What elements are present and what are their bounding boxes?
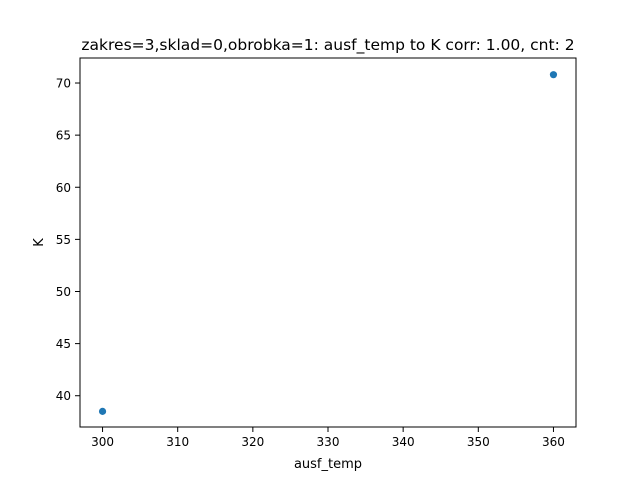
x-tick-label: 310 [166,435,189,449]
y-tick-label: 65 [56,129,71,143]
y-tick-label: 45 [56,337,71,351]
x-tick-label: 320 [241,435,264,449]
y-axis-label: K [32,238,47,247]
chart-title: zakres=3,sklad=0,obrobka=1: ausf_temp to… [81,36,574,55]
y-tick-label: 70 [56,77,71,91]
data-point [98,407,107,415]
x-axis-label: ausf_temp [294,457,362,472]
y-tick-label: 50 [56,285,71,299]
x-tick-label: 350 [467,435,490,449]
y-tick-label: 55 [56,233,71,247]
x-tick-label: 360 [542,435,565,449]
x-axis: 300 310 320 330 340 350 360 [91,427,565,449]
y-tick-label: 40 [56,389,71,403]
x-tick-label: 300 [91,435,114,449]
x-tick-label: 330 [317,435,340,449]
plot-frame [79,57,577,428]
data-point [549,71,558,79]
y-tick-label: 60 [56,181,71,195]
data-points [98,71,558,415]
y-axis: 40 45 50 55 60 65 70 [56,77,80,403]
x-tick-label: 340 [392,435,415,449]
plot-area [79,57,577,428]
